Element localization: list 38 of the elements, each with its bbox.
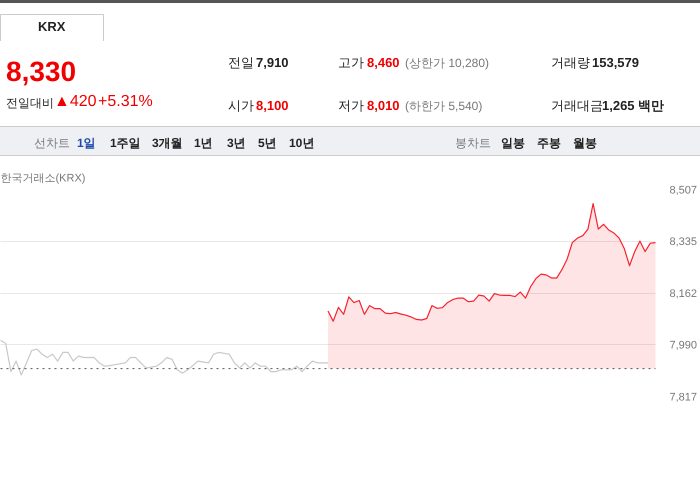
- text: +5.31%: [98, 92, 153, 112]
- text: 전일: [228, 54, 254, 72]
- text: 저가: [338, 97, 364, 115]
- text: KRX: [38, 18, 66, 36]
- text: 8,330: [6, 55, 76, 89]
- text: 5년: [258, 135, 277, 152]
- y-tick-label: 7,817: [670, 392, 698, 404]
- text: 153,579: [592, 54, 639, 72]
- text: 10년: [289, 135, 314, 152]
- text: 선차트: [34, 135, 70, 152]
- text: 1일: [77, 135, 96, 152]
- text: 고가: [338, 54, 364, 72]
- text: (상한가 10,280): [405, 55, 490, 72]
- text: 월봉: [573, 135, 597, 152]
- line-series: [0, 340, 329, 376]
- y-tick-label: 8,335: [670, 236, 698, 248]
- text: ▲420: [54, 92, 97, 112]
- text: 거래대금: [551, 97, 603, 115]
- text: 주봉: [537, 135, 561, 152]
- text: 1,265 백만: [602, 97, 664, 115]
- text: 1주일: [110, 135, 141, 152]
- chart-title: 한국거래소(KRX): [0, 172, 86, 184]
- text: (하한가 5,540): [405, 98, 482, 115]
- text: 8,010: [367, 97, 400, 115]
- text: 8,100: [256, 97, 289, 115]
- text: 일봉: [501, 135, 525, 152]
- text: 7,910: [256, 54, 289, 72]
- text: 3개월: [152, 135, 183, 152]
- text: 거래량: [551, 54, 590, 72]
- text: 3년: [227, 135, 246, 152]
- y-tick-label: 8,162: [670, 288, 698, 300]
- text: 시가: [228, 97, 254, 115]
- text: 8,460: [367, 54, 400, 72]
- y-tick-label: 8,507: [670, 184, 698, 196]
- text: 전일대비: [6, 95, 54, 112]
- text: 봉차트: [455, 135, 491, 152]
- y-tick-label: 7,990: [670, 340, 698, 352]
- text: 1년: [194, 135, 213, 152]
